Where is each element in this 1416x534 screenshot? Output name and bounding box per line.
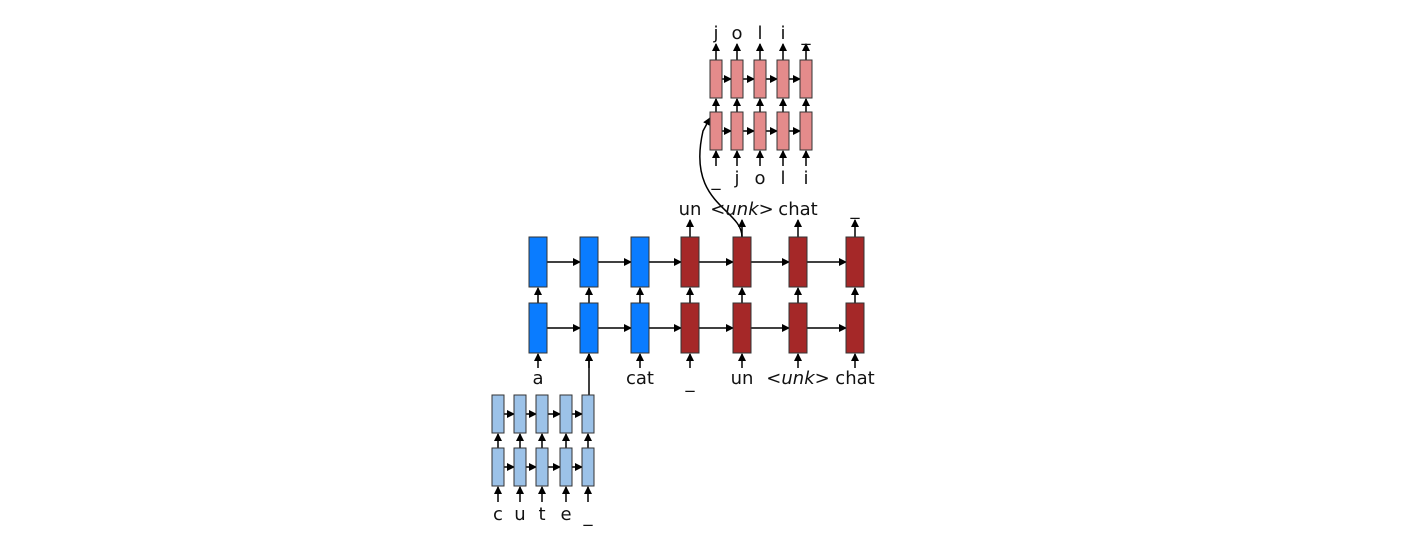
char-decoder-output-label: _ [801,25,812,46]
word-encoder-cell-top [630,236,650,288]
word-decoder-cell-bottom [732,302,752,354]
char-decoder-input-label: _ [711,170,722,191]
char-encoder-cell-top [513,394,527,434]
char-encoder-input-label: _ [583,506,594,527]
char-decoder-cell-top [709,59,723,99]
word-decoder-output-label: chat [778,199,817,220]
word-encoder-cell-top [579,236,599,288]
char-decoder-output-label: i [780,23,785,44]
char-decoder-input-label: l [780,168,785,189]
char-encoder-cell-top [559,394,573,434]
lstm-cells [491,59,865,487]
char-encoder-cell-bottom [535,447,549,487]
unk-to-char-decoder-arrow [699,117,743,238]
char-decoder-cell-top [776,59,790,99]
char-encoder-cell-bottom [559,447,573,487]
connection-arrows [494,43,859,502]
char-decoder-input-label: i [803,168,808,189]
char-encoder-cell-top [491,394,505,434]
word-decoder-input-label: un [731,368,754,389]
char-encoder-input-label: e [560,504,571,525]
char-decoder-cell-top [730,59,744,99]
word-decoder-cell-top [788,236,808,288]
char-decoder-cell-bottom [799,111,813,151]
word-decoder-output-label: _ [850,199,861,220]
char-encoder-cell-bottom [491,447,505,487]
word-encoder-input-label: cat [626,368,654,389]
word-encoder-cell-bottom [528,302,548,354]
word-encoder-cell-bottom [579,302,599,354]
char-encoder-input-label: c [493,504,503,525]
word-decoder-cell-bottom [680,302,700,354]
word-decoder-cell-bottom [788,302,808,354]
word-decoder-cell-top [732,236,752,288]
char-decoder-cell-bottom [776,111,790,151]
word-encoder-cell-top [528,236,548,288]
char-decoder-cell-bottom [709,111,723,151]
char-encoder-input-label: t [538,504,545,525]
word-encoder-cell-bottom [630,302,650,354]
char-decoder-input-label: o [754,168,765,189]
word-decoder-output-label: un [679,199,702,220]
unk-token-text: unk [781,368,816,389]
char-encoder-input-label: u [514,504,525,525]
word-decoder-input-label: _ [685,372,696,393]
char-decoder-cell-top [799,59,813,99]
char-decoder-output-label: l [757,23,762,44]
char-decoder-input-label: j [733,168,739,189]
word-encoder-input-label: a [532,368,543,389]
char-encoder-cell-top [581,394,595,434]
char-decoder-output-label: j [712,23,718,44]
char-decoder-cell-bottom [753,111,767,151]
char-encoder-cell-bottom [581,447,595,487]
word-decoder-cell-bottom [845,302,865,354]
word-decoder-cell-top [845,236,865,288]
char-decoder-cell-bottom [730,111,744,151]
word-decoder-cell-top [680,236,700,288]
word-decoder-input-label: chat [835,368,874,389]
char-decoder-output-label: o [731,23,742,44]
word-decoder-output-label: <unk> [710,199,773,220]
char-encoder-cell-bottom [513,447,527,487]
unk-token-text: unk [725,199,760,220]
char-encoder-cell-top [535,394,549,434]
word-decoder-input-label: <unk> [766,368,829,389]
char-decoder-cell-top [753,59,767,99]
